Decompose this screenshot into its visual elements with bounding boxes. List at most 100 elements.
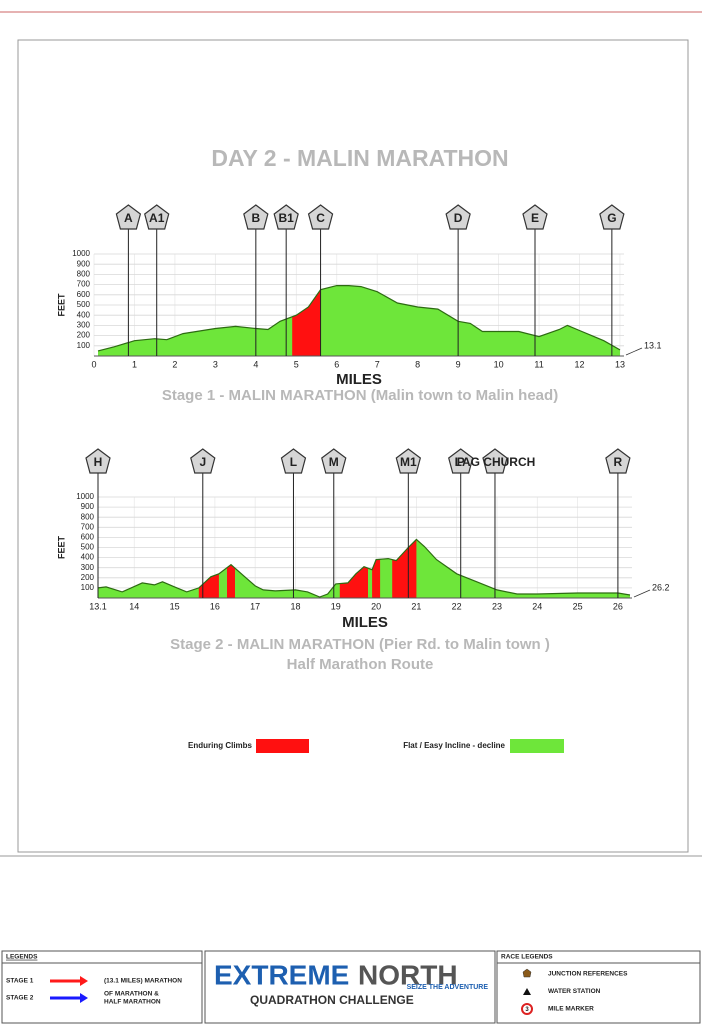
junction-badge xyxy=(85,448,111,474)
y-tick-label: 600 xyxy=(81,533,95,542)
junction-label: B1 xyxy=(279,211,295,225)
x-tick-label: 12 xyxy=(574,359,584,369)
x-axis-label: MILES xyxy=(342,614,388,631)
logo-name-1: EXTREME xyxy=(214,959,349,990)
y-tick-label: 300 xyxy=(81,563,95,572)
x-tick-label: 20 xyxy=(371,601,381,611)
junction-badge xyxy=(522,204,548,230)
junction-label: LAG CHURCH xyxy=(455,455,536,469)
y-tick-label: 1000 xyxy=(76,492,94,501)
stage-subtitle: Stage 2 - MALIN MARATHON (Pier Rd. to Ma… xyxy=(170,636,550,653)
page-title: DAY 2 - MALIN MARATHON xyxy=(211,145,508,171)
x-tick-label: 18 xyxy=(290,601,300,611)
logo-name-2: NORTH xyxy=(358,959,458,990)
climb-area xyxy=(198,573,219,598)
x-tick-label: 15 xyxy=(170,601,180,611)
x-tick-label: 10 xyxy=(494,359,504,369)
x-tick-label: 25 xyxy=(573,601,583,611)
x-tick-label: 7 xyxy=(375,359,380,369)
logo-box xyxy=(204,950,496,1024)
stage-subtitle: Stage 1 - MALIN MARATHON (Malin town to … xyxy=(162,387,558,404)
junction-badge xyxy=(445,204,471,230)
stage-label: STAGE 2 xyxy=(6,995,34,1002)
x-tick-label: 16 xyxy=(210,601,220,611)
mile-icon xyxy=(521,1003,533,1015)
end-arrow xyxy=(633,589,651,598)
junction-badge xyxy=(482,448,508,474)
junction-label: B xyxy=(251,211,260,225)
junction-badge xyxy=(280,448,307,474)
x-tick-label: 24 xyxy=(532,601,542,611)
stage-text: HALF MARATHON xyxy=(104,999,161,1006)
race-legend-box xyxy=(496,950,701,1024)
x-tick-label: 8 xyxy=(415,359,420,369)
stage-text: OF MARATHON & xyxy=(104,991,159,998)
y-axis-label: FEET xyxy=(56,293,66,317)
x-tick-label: 5 xyxy=(294,359,299,369)
y-tick-label: 900 xyxy=(81,502,95,511)
junction-label: L xyxy=(290,455,297,469)
climb-area xyxy=(372,559,381,598)
race-legends-title: RACE LEGENDS xyxy=(501,954,553,961)
junction-icon xyxy=(522,968,532,978)
junction-label: P xyxy=(457,455,465,469)
junction-label: J xyxy=(199,455,206,469)
stage-arrow-head xyxy=(80,993,88,1003)
x-tick-label: 3 xyxy=(213,359,218,369)
x-tick-label: 0 xyxy=(91,359,96,369)
x-tick-label: 26 xyxy=(613,601,623,611)
climb-area xyxy=(292,289,321,356)
junction-label: M1 xyxy=(400,455,417,469)
x-tick-label: 17 xyxy=(250,601,260,611)
stage-arrow-head xyxy=(80,976,88,986)
race-legend-item: MILE MARKER xyxy=(548,1006,594,1013)
y-tick-label: 800 xyxy=(77,270,91,279)
legends-title: LEGENDS xyxy=(6,954,38,961)
junction-badge xyxy=(243,204,269,230)
junction-badge xyxy=(599,204,625,230)
x-tick-label: 9 xyxy=(456,359,461,369)
junction-label: R xyxy=(614,455,623,469)
legend-swatch xyxy=(510,739,564,753)
x-tick-label: 22 xyxy=(452,601,462,611)
junction-label: D xyxy=(454,211,463,225)
junction-label: A1 xyxy=(149,211,165,225)
y-tick-label: 100 xyxy=(77,341,91,350)
end-label: 26.2 xyxy=(652,582,670,592)
y-tick-label: 800 xyxy=(81,512,95,521)
x-tick-label: 21 xyxy=(411,601,421,611)
y-tick-label: 700 xyxy=(81,522,95,531)
x-tick-label: 19 xyxy=(331,601,341,611)
climb-area xyxy=(227,564,235,598)
x-tick-label: 11 xyxy=(534,359,543,369)
frame xyxy=(17,39,689,853)
junction-label: E xyxy=(531,211,539,225)
legend-box xyxy=(1,950,203,1024)
y-tick-label: 200 xyxy=(77,331,91,340)
end-arrow xyxy=(625,347,643,356)
stage-label: STAGE 1 xyxy=(6,978,34,985)
junction-badge xyxy=(448,448,474,474)
junction-badge xyxy=(605,448,631,474)
elevation-line xyxy=(97,285,621,352)
x-tick-label: 23 xyxy=(492,601,502,611)
junction-badge xyxy=(273,204,299,230)
x-tick-label: 13 xyxy=(615,359,625,369)
stage-text: (13.1 MILES) MARATHON xyxy=(104,978,182,985)
elevation-area xyxy=(98,285,620,356)
x-tick-label: 13.1 xyxy=(89,601,107,611)
y-tick-label: 200 xyxy=(81,573,95,582)
mile-icon-number: 3 xyxy=(525,1007,529,1013)
junction-label: H xyxy=(94,455,103,469)
x-tick-label: 14 xyxy=(129,601,139,611)
legend-swatch xyxy=(256,739,309,753)
junction-badge xyxy=(115,204,142,230)
legend-label: Enduring Climbs xyxy=(188,741,253,750)
logo-subtitle: QUADRATHON CHALLENGE xyxy=(250,993,414,1007)
junction-badge xyxy=(307,204,334,230)
climb-area xyxy=(392,539,417,598)
junction-badge xyxy=(321,448,347,474)
elevation-line xyxy=(97,538,631,598)
junction-label: A xyxy=(124,211,133,225)
